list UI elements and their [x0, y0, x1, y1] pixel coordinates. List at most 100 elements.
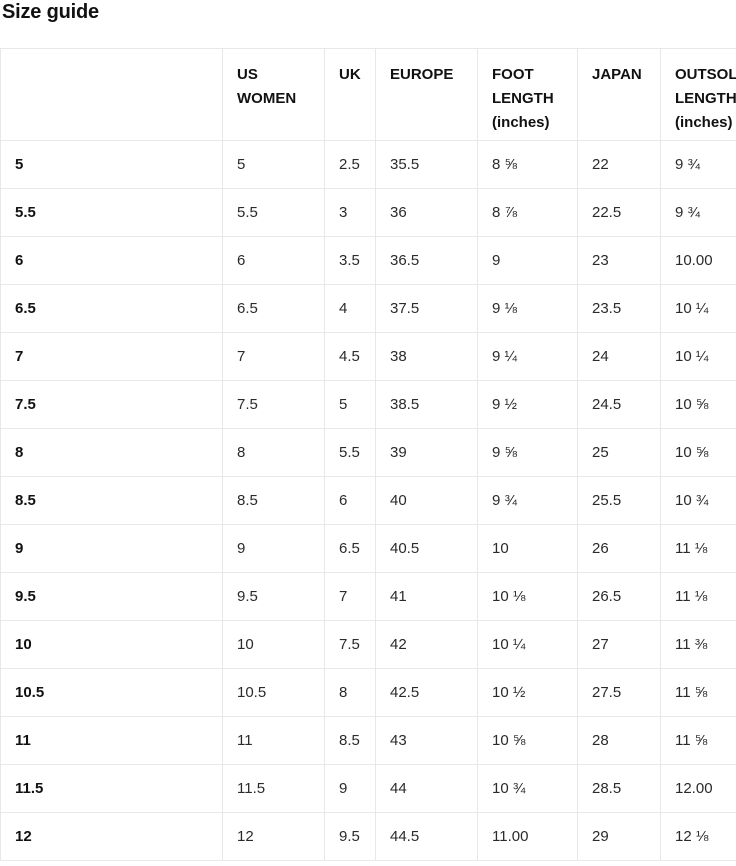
- europe-cell: 36.5: [375, 236, 478, 285]
- table-row: 10.5 10.5 8 42.5 10 ½ 27.5 11 ⅝: [0, 668, 736, 717]
- us-women-cell: 9: [222, 524, 325, 573]
- europe-cell: 40.5: [375, 524, 478, 573]
- europe-cell: 40: [375, 476, 478, 525]
- japan-cell: 22: [577, 140, 661, 189]
- table-row: 12 12 9.5 44.5 11.00 29 12 ⅛: [0, 812, 736, 861]
- us-women-cell: 11: [222, 716, 325, 765]
- outsole-length-cell: 11 ⅛: [660, 524, 736, 573]
- uk-cell: 2.5: [324, 140, 376, 189]
- size-table-head: US WOMEN UK EUROPE FOOT LENGTH (inches) …: [0, 48, 736, 141]
- europe-cell: 37.5: [375, 284, 478, 333]
- japan-cell: 27: [577, 620, 661, 669]
- header-cell-us-women: US WOMEN: [222, 48, 325, 141]
- table-row: 8.5 8.5 6 40 9 ¾ 25.5 10 ¾: [0, 476, 736, 525]
- page-title: Size guide: [2, 1, 99, 23]
- uk-cell: 5.5: [324, 428, 376, 477]
- table-row: 9.5 9.5 7 41 10 ⅛ 26.5 11 ⅛: [0, 572, 736, 621]
- size-label-cell: 8: [0, 428, 223, 477]
- europe-cell: 36: [375, 188, 478, 237]
- size-label-cell: 5: [0, 140, 223, 189]
- size-label-cell: 7.5: [0, 380, 223, 429]
- outsole-length-cell: 10 ¼: [660, 332, 736, 381]
- japan-cell: 26.5: [577, 572, 661, 621]
- europe-cell: 44.5: [375, 812, 478, 861]
- size-label-cell: 6.5: [0, 284, 223, 333]
- japan-cell: 28.5: [577, 764, 661, 813]
- uk-cell: 8: [324, 668, 376, 717]
- foot-length-cell: 9 ½: [477, 380, 578, 429]
- size-label-cell: 7: [0, 332, 223, 381]
- outsole-length-cell: 11 ⅜: [660, 620, 736, 669]
- europe-cell: 35.5: [375, 140, 478, 189]
- us-women-cell: 5: [222, 140, 325, 189]
- uk-cell: 4: [324, 284, 376, 333]
- us-women-cell: 7.5: [222, 380, 325, 429]
- header-cell-foot-length: FOOT LENGTH (inches): [477, 48, 578, 141]
- uk-cell: 5: [324, 380, 376, 429]
- europe-cell: 44: [375, 764, 478, 813]
- foot-length-cell: 10 ⅛: [477, 572, 578, 621]
- japan-cell: 26: [577, 524, 661, 573]
- us-women-cell: 6: [222, 236, 325, 285]
- outsole-length-cell: 11 ⅛: [660, 572, 736, 621]
- table-row: 11.5 11.5 9 44 10 ¾ 28.5 12.00: [0, 764, 736, 813]
- table-row: 8 8 5.5 39 9 ⅝ 25 10 ⅝: [0, 428, 736, 477]
- foot-length-cell: 8 ⅞: [477, 188, 578, 237]
- header-cell-japan: JAPAN: [577, 48, 661, 141]
- size-table-body: 5 5 2.5 35.5 8 ⅝ 22 9 ¾ 5.5 5.5 3 36 8 ⅞…: [0, 140, 736, 861]
- foot-length-cell: 8 ⅝: [477, 140, 578, 189]
- table-row: 5.5 5.5 3 36 8 ⅞ 22.5 9 ¾: [0, 188, 736, 237]
- outsole-length-cell: 12 ⅛: [660, 812, 736, 861]
- foot-length-cell: 9 ¼: [477, 332, 578, 381]
- japan-cell: 22.5: [577, 188, 661, 237]
- us-women-cell: 6.5: [222, 284, 325, 333]
- outsole-length-cell: 9 ¾: [660, 140, 736, 189]
- table-row: 7 7 4.5 38 9 ¼ 24 10 ¼: [0, 332, 736, 381]
- foot-length-cell: 10 ¾: [477, 764, 578, 813]
- us-women-cell: 5.5: [222, 188, 325, 237]
- europe-cell: 43: [375, 716, 478, 765]
- europe-cell: 39: [375, 428, 478, 477]
- size-label-cell: 8.5: [0, 476, 223, 525]
- japan-cell: 25.5: [577, 476, 661, 525]
- us-women-cell: 8.5: [222, 476, 325, 525]
- us-women-cell: 7: [222, 332, 325, 381]
- size-table: US WOMEN UK EUROPE FOOT LENGTH (inches) …: [0, 48, 736, 861]
- japan-cell: 23: [577, 236, 661, 285]
- us-women-cell: 11.5: [222, 764, 325, 813]
- foot-length-cell: 10: [477, 524, 578, 573]
- header-row: US WOMEN UK EUROPE FOOT LENGTH (inches) …: [0, 48, 736, 141]
- outsole-length-cell: 9 ¾: [660, 188, 736, 237]
- outsole-length-cell: 10 ⅝: [660, 380, 736, 429]
- uk-cell: 4.5: [324, 332, 376, 381]
- table-row: 7.5 7.5 5 38.5 9 ½ 24.5 10 ⅝: [0, 380, 736, 429]
- foot-length-cell: 9 ⅝: [477, 428, 578, 477]
- foot-length-cell: 10 ¼: [477, 620, 578, 669]
- japan-cell: 24: [577, 332, 661, 381]
- table-row: 9 9 6.5 40.5 10 26 11 ⅛: [0, 524, 736, 573]
- europe-cell: 42.5: [375, 668, 478, 717]
- header-cell-europe: EUROPE: [375, 48, 478, 141]
- table-row: 6.5 6.5 4 37.5 9 ⅛ 23.5 10 ¼: [0, 284, 736, 333]
- table-row: 10 10 7.5 42 10 ¼ 27 11 ⅜: [0, 620, 736, 669]
- foot-length-cell: 10 ⅝: [477, 716, 578, 765]
- uk-cell: 9: [324, 764, 376, 813]
- table-row: 5 5 2.5 35.5 8 ⅝ 22 9 ¾: [0, 140, 736, 189]
- outsole-length-cell: 10 ¼: [660, 284, 736, 333]
- japan-cell: 25: [577, 428, 661, 477]
- uk-cell: 6: [324, 476, 376, 525]
- outsole-length-cell: 10.00: [660, 236, 736, 285]
- europe-cell: 41: [375, 572, 478, 621]
- japan-cell: 24.5: [577, 380, 661, 429]
- size-label-cell: 12: [0, 812, 223, 861]
- europe-cell: 38: [375, 332, 478, 381]
- foot-length-cell: 10 ½: [477, 668, 578, 717]
- uk-cell: 7: [324, 572, 376, 621]
- size-label-cell: 10.5: [0, 668, 223, 717]
- header-cell-empty: [0, 48, 223, 141]
- japan-cell: 28: [577, 716, 661, 765]
- outsole-length-cell: 11 ⅝: [660, 668, 736, 717]
- header-cell-uk: UK: [324, 48, 376, 141]
- size-label-cell: 5.5: [0, 188, 223, 237]
